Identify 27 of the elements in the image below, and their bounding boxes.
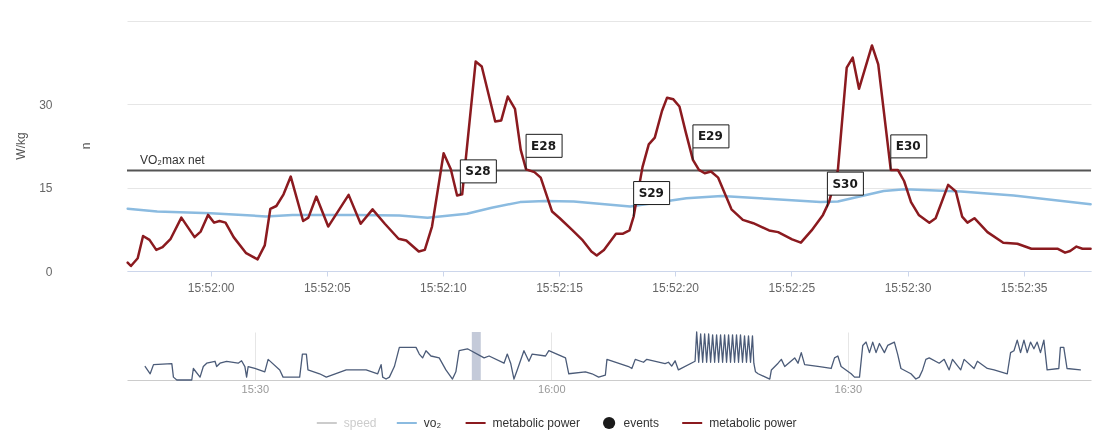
annotation: S29 xyxy=(638,186,664,201)
annotation: E30 xyxy=(895,139,921,154)
x-tick-label: 15:52:00 xyxy=(187,280,235,295)
x-tick-label: 15:52:35 xyxy=(1000,280,1048,295)
annotation: S28 xyxy=(465,164,491,179)
annotation: E29 xyxy=(697,129,723,144)
x-tick-label: 15:30 xyxy=(241,382,270,395)
x-tick-label: 15:52:05 xyxy=(303,280,351,295)
x-tick-label: 15:52:20 xyxy=(652,280,700,295)
y-tick-label: 0 xyxy=(45,264,53,279)
annotation: E28 xyxy=(531,138,556,153)
legend-label: metabolic power xyxy=(492,416,580,430)
x-tick-label: 16:00 xyxy=(538,382,566,395)
x-tick-label: 15:52:25 xyxy=(768,280,816,295)
y2-axis-title: n xyxy=(79,142,93,150)
x-tick-label: 15:52:30 xyxy=(884,280,932,295)
ref-line-label: VO₂max net xyxy=(140,153,206,168)
x-tick-label: 15:52:10 xyxy=(420,280,468,295)
y-tick-label: 30 xyxy=(39,97,53,112)
x-tick-label: 15:52:15 xyxy=(536,280,584,295)
x-tick-label: 16:30 xyxy=(834,382,863,395)
y-axis-title: W/kg xyxy=(14,132,28,160)
annotation: S30 xyxy=(832,176,858,191)
legend-label: metabolic power xyxy=(709,416,797,430)
legend-label: vo₂ xyxy=(423,416,442,430)
legend-label: events xyxy=(623,416,659,430)
y-tick-label: 15 xyxy=(39,181,53,196)
